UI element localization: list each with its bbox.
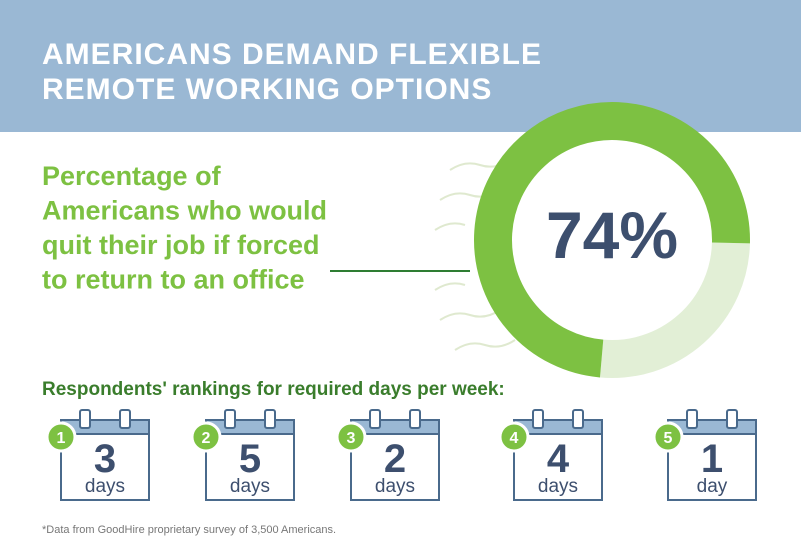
rank-badge <box>652 421 684 453</box>
calendar-ring <box>409 409 421 429</box>
donut-value: 74% <box>546 198 678 272</box>
day-count: 5 <box>239 437 261 481</box>
donut-label: Americans who would <box>42 196 327 226</box>
calendar-ring <box>264 409 276 429</box>
day-unit: days <box>230 476 270 497</box>
day-unit: day <box>697 476 728 497</box>
day-count: 1 <box>701 437 723 481</box>
rank-badge <box>498 421 530 453</box>
calendar-ring <box>369 409 381 429</box>
calendar-ring <box>726 409 738 429</box>
rank-number: 3 <box>347 430 356 447</box>
donut-label: Percentage of <box>42 161 222 191</box>
day-unit: days <box>375 476 415 497</box>
calendar-ring <box>79 409 91 429</box>
donut-arc <box>474 102 750 378</box>
calendar-ring <box>119 409 131 429</box>
rank-number: 2 <box>202 430 211 447</box>
calendar-ring <box>224 409 236 429</box>
calendar-ring <box>532 409 544 429</box>
day-count: 4 <box>547 437 570 481</box>
rank-badge <box>45 421 77 453</box>
header-title: REMOTE WORKING OPTIONS <box>42 73 492 106</box>
day-count: 3 <box>94 437 116 481</box>
rank-number: 1 <box>57 430 66 447</box>
day-unit: days <box>538 476 578 497</box>
calendar-ring <box>686 409 698 429</box>
rank-number: 4 <box>510 430 519 447</box>
rank-number: 5 <box>664 430 673 447</box>
rank-badge <box>190 421 222 453</box>
header-title: AMERICANS DEMAND FLEXIBLE <box>42 38 542 71</box>
rankings-title: Respondents' rankings for required days … <box>42 379 505 400</box>
donut-label: to return to an office <box>42 265 305 295</box>
day-unit: days <box>85 476 125 497</box>
calendar-ring <box>572 409 584 429</box>
day-count: 2 <box>384 437 406 481</box>
donut-rest <box>599 241 750 378</box>
footnote: *Data from GoodHire proprietary survey o… <box>42 524 336 536</box>
donut-label: quit their job if forced <box>42 230 320 260</box>
header-band <box>0 0 801 132</box>
rank-badge <box>335 421 367 453</box>
